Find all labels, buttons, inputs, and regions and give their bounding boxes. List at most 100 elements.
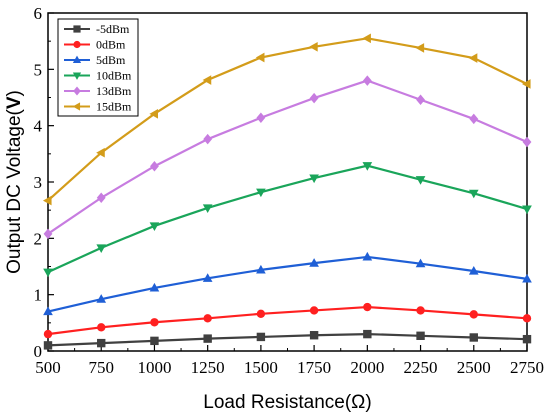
x-tick-label: 2750 bbox=[510, 358, 544, 377]
data-point bbox=[256, 309, 266, 319]
y-tick-label: 2 bbox=[34, 229, 43, 248]
data-point bbox=[97, 323, 106, 332]
legend-label: -5dBm bbox=[96, 22, 130, 36]
axis-ticks bbox=[47, 12, 528, 352]
data-point bbox=[416, 331, 425, 340]
data-point bbox=[43, 228, 53, 240]
data-point bbox=[309, 258, 319, 267]
data-point bbox=[521, 79, 531, 89]
data-point bbox=[469, 113, 479, 125]
legend-entry: 13dBm bbox=[64, 84, 132, 98]
data-point bbox=[73, 40, 81, 49]
series-line bbox=[47, 79, 528, 235]
legend-box bbox=[57, 18, 139, 117]
data-point bbox=[416, 94, 425, 106]
data-point bbox=[363, 302, 372, 312]
series-line bbox=[47, 255, 528, 313]
data-point bbox=[468, 189, 479, 199]
series-13dBm bbox=[43, 75, 532, 240]
data-point bbox=[43, 341, 53, 350]
series-line bbox=[47, 164, 528, 274]
data-point bbox=[415, 43, 425, 53]
legend-entry: 15dBm bbox=[64, 100, 132, 114]
legend-label: 5dBm bbox=[96, 53, 126, 67]
series-5dBm bbox=[43, 251, 532, 316]
data-point bbox=[309, 41, 318, 52]
data-point bbox=[203, 334, 212, 343]
data-point bbox=[362, 251, 373, 261]
y-axis-title: Output DC Voltage(V) bbox=[4, 90, 25, 274]
legend-label: 0dBm bbox=[96, 38, 126, 52]
x-tick-label: 500 bbox=[35, 358, 61, 377]
x-tick-label: 750 bbox=[88, 358, 114, 377]
y-axis-title-suffix: ) bbox=[4, 90, 25, 96]
data-point bbox=[149, 109, 159, 119]
data-point bbox=[468, 53, 478, 63]
data-point bbox=[309, 306, 319, 315]
x-tick-label: 1000 bbox=[137, 358, 171, 377]
series-15dBm bbox=[42, 33, 531, 206]
legend-label: 10dBm bbox=[96, 69, 132, 83]
data-point bbox=[202, 204, 213, 213]
data-point bbox=[522, 314, 532, 323]
data-point bbox=[522, 334, 532, 344]
series-layer bbox=[42, 33, 532, 350]
legend-entry: 10dBm bbox=[64, 69, 132, 83]
data-point bbox=[43, 268, 53, 278]
data-point bbox=[43, 329, 53, 339]
y-tick-label: 3 bbox=[34, 173, 43, 192]
data-point bbox=[309, 331, 319, 340]
y-axis-title-prefix: Output DC Voltage( bbox=[4, 108, 25, 273]
data-point bbox=[362, 162, 373, 171]
data-point bbox=[43, 306, 53, 316]
y-tick-label: 4 bbox=[34, 117, 43, 136]
data-point bbox=[256, 188, 266, 198]
data-point bbox=[96, 244, 107, 253]
y-tick-label: 1 bbox=[34, 286, 43, 305]
data-point bbox=[73, 86, 81, 96]
data-point bbox=[468, 265, 479, 275]
data-point bbox=[522, 273, 532, 283]
series-line bbox=[47, 305, 528, 336]
data-point bbox=[202, 75, 212, 85]
data-point bbox=[73, 25, 81, 33]
legend-label: 15dBm bbox=[96, 100, 132, 114]
x-axis-title: Load Resistance(Ω) bbox=[203, 392, 371, 413]
data-point bbox=[416, 306, 425, 315]
data-point bbox=[149, 282, 160, 292]
data-point bbox=[256, 264, 266, 274]
data-point bbox=[202, 273, 213, 282]
legend-label: 13dBm bbox=[96, 84, 132, 98]
series-10dBm bbox=[43, 162, 532, 278]
series-line bbox=[47, 332, 528, 347]
y-axis-title-unit: V bbox=[4, 96, 25, 109]
x-tick-label: 1750 bbox=[297, 358, 331, 377]
data-point bbox=[415, 176, 426, 185]
data-point bbox=[42, 195, 52, 206]
data-point bbox=[309, 174, 319, 184]
legend-entry: 0dBm bbox=[64, 38, 126, 52]
y-tick-label: 6 bbox=[34, 4, 43, 23]
data-point bbox=[363, 329, 372, 339]
y-tick-label: 0 bbox=[34, 342, 43, 361]
data-point bbox=[72, 55, 82, 64]
data-point bbox=[72, 72, 82, 80]
data-point bbox=[96, 294, 107, 303]
series-0dBm bbox=[43, 302, 532, 339]
tick-labels: 500 750 1000 1250 1500 1750 2000 2250 2500 2750 0 1… bbox=[34, 4, 545, 377]
data-point bbox=[72, 102, 81, 111]
data-point bbox=[362, 75, 372, 86]
data-point bbox=[256, 112, 266, 124]
series-line bbox=[47, 37, 528, 202]
data-point bbox=[96, 192, 106, 204]
data-point bbox=[469, 310, 478, 319]
data-point bbox=[150, 318, 159, 327]
data-point bbox=[522, 205, 532, 215]
data-point bbox=[255, 52, 265, 63]
data-point bbox=[150, 336, 159, 346]
data-point bbox=[256, 332, 266, 342]
x-tick-label: 2250 bbox=[404, 358, 438, 377]
data-point bbox=[415, 258, 426, 268]
